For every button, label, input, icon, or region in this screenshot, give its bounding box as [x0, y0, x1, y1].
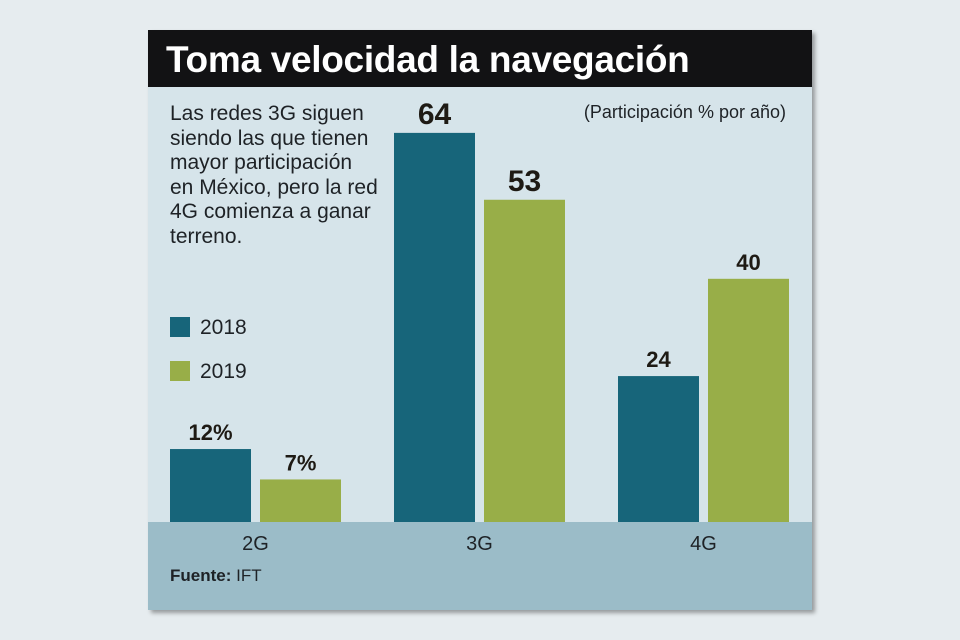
chart-title: Toma velocidad la navegación: [166, 39, 690, 80]
source-note: Fuente: IFT: [170, 566, 262, 586]
axis-band: [148, 522, 812, 610]
x-tick-label-3G: 3G: [466, 533, 493, 555]
x-tick-label-2G: 2G: [242, 533, 269, 555]
legend-swatch-2019: [170, 361, 190, 381]
bar-2G-2018: [170, 449, 251, 522]
data-label-4G-2018: 24: [646, 347, 671, 372]
data-label-3G-2018: 64: [418, 98, 452, 131]
source-label: Fuente:: [170, 566, 232, 585]
bar-4G-2019: [708, 278, 789, 522]
unit-note: (Participación % por año): [583, 102, 786, 122]
data-label-2G-2019: 7%: [285, 450, 317, 475]
title-bar: Toma velocidad la navegación: [148, 30, 812, 87]
legend-label-2018: 2018: [200, 316, 247, 339]
data-label-2G-2018: 12%: [188, 420, 232, 445]
x-tick-label-4G: 4G: [690, 533, 717, 555]
legend-swatch-2018: [170, 317, 190, 337]
source-value: IFT: [236, 566, 262, 585]
legend-label-2019: 2019: [200, 360, 247, 383]
data-label-3G-2019: 53: [508, 165, 541, 198]
bar-4G-2018: [618, 376, 699, 522]
chart-card: Toma velocidad la navegación Las redes 3…: [148, 30, 812, 610]
bar-chart: 12% 7% 2G 64 53 3G 24 40 4G: [170, 98, 789, 555]
data-label-4G-2019: 40: [736, 250, 760, 275]
bar-3G-2019: [484, 199, 565, 522]
bar-2G-2019: [260, 479, 341, 522]
chart-description: Las redes 3G siguen siendo las que tiene…: [170, 102, 378, 248]
bar-3G-2018: [394, 132, 475, 522]
